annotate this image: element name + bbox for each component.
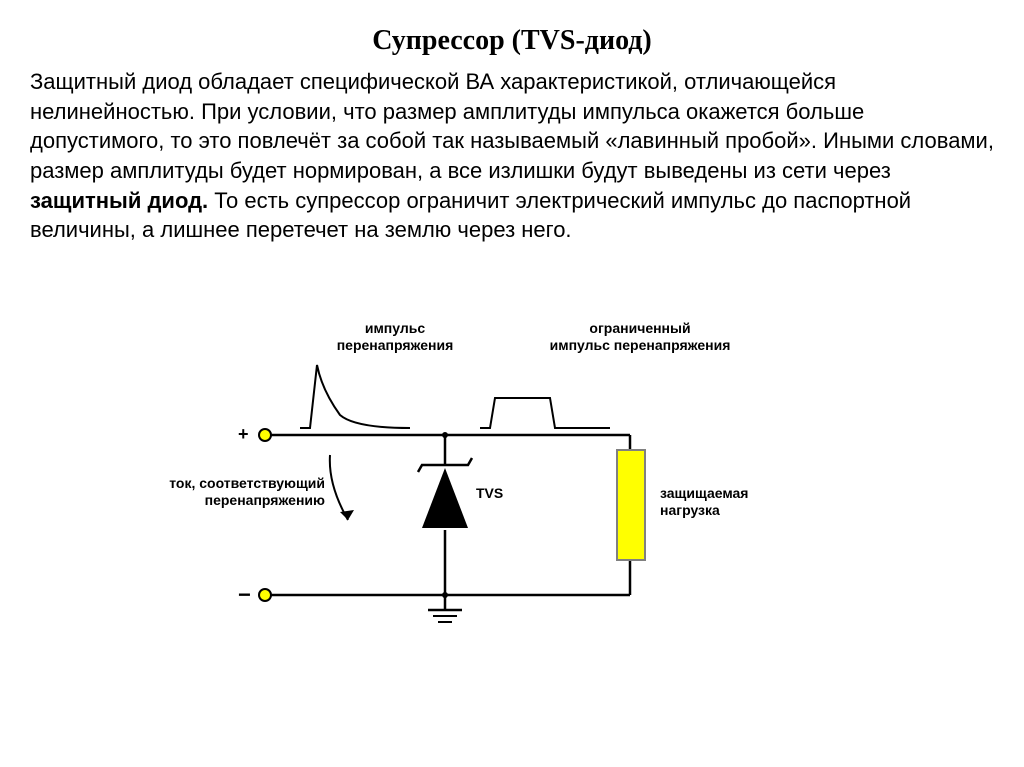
plus-sign: + bbox=[238, 424, 249, 444]
description-text: Защитный диод обладает специфической ВА … bbox=[30, 67, 994, 245]
load-rect bbox=[617, 450, 645, 560]
junction-bottom bbox=[442, 592, 448, 598]
label-tvs-text: TVS bbox=[476, 485, 503, 501]
label-limited-pulse-text: ограниченныйимпульс перенапряжения bbox=[550, 320, 731, 353]
label-limited-pulse: ограниченныйимпульс перенапряжения bbox=[540, 320, 740, 354]
circuit-diagram: + − импульсперенапряжения ограниченныйим… bbox=[180, 320, 840, 640]
label-overvoltage-pulse-text: импульсперенапряжения bbox=[337, 320, 454, 353]
label-protected-load: защищаемаянагрузка bbox=[660, 485, 780, 519]
spike-pulse bbox=[300, 365, 410, 428]
label-overvoltage-current-text: ток, соответствующийперенапряжению bbox=[169, 475, 325, 508]
label-tvs: TVS bbox=[476, 485, 503, 502]
current-arrow-path bbox=[330, 455, 348, 520]
page-title: Супрессор (TVS-диод) bbox=[30, 25, 994, 57]
junction-top bbox=[442, 432, 448, 438]
tvs-triangle bbox=[422, 468, 468, 528]
desc-bold: защитный диод. bbox=[30, 188, 208, 213]
current-arrow-head bbox=[340, 510, 354, 520]
clamped-pulse bbox=[480, 398, 610, 428]
minus-sign: − bbox=[238, 582, 251, 607]
label-overvoltage-current: ток, соответствующийперенапряжению bbox=[145, 475, 325, 509]
label-protected-load-text: защищаемаянагрузка bbox=[660, 485, 748, 518]
label-overvoltage-pulse: импульсперенапряжения bbox=[320, 320, 470, 354]
minus-terminal bbox=[259, 589, 271, 601]
desc-part1: Защитный диод обладает специфической ВА … bbox=[30, 69, 994, 183]
plus-terminal bbox=[259, 429, 271, 441]
